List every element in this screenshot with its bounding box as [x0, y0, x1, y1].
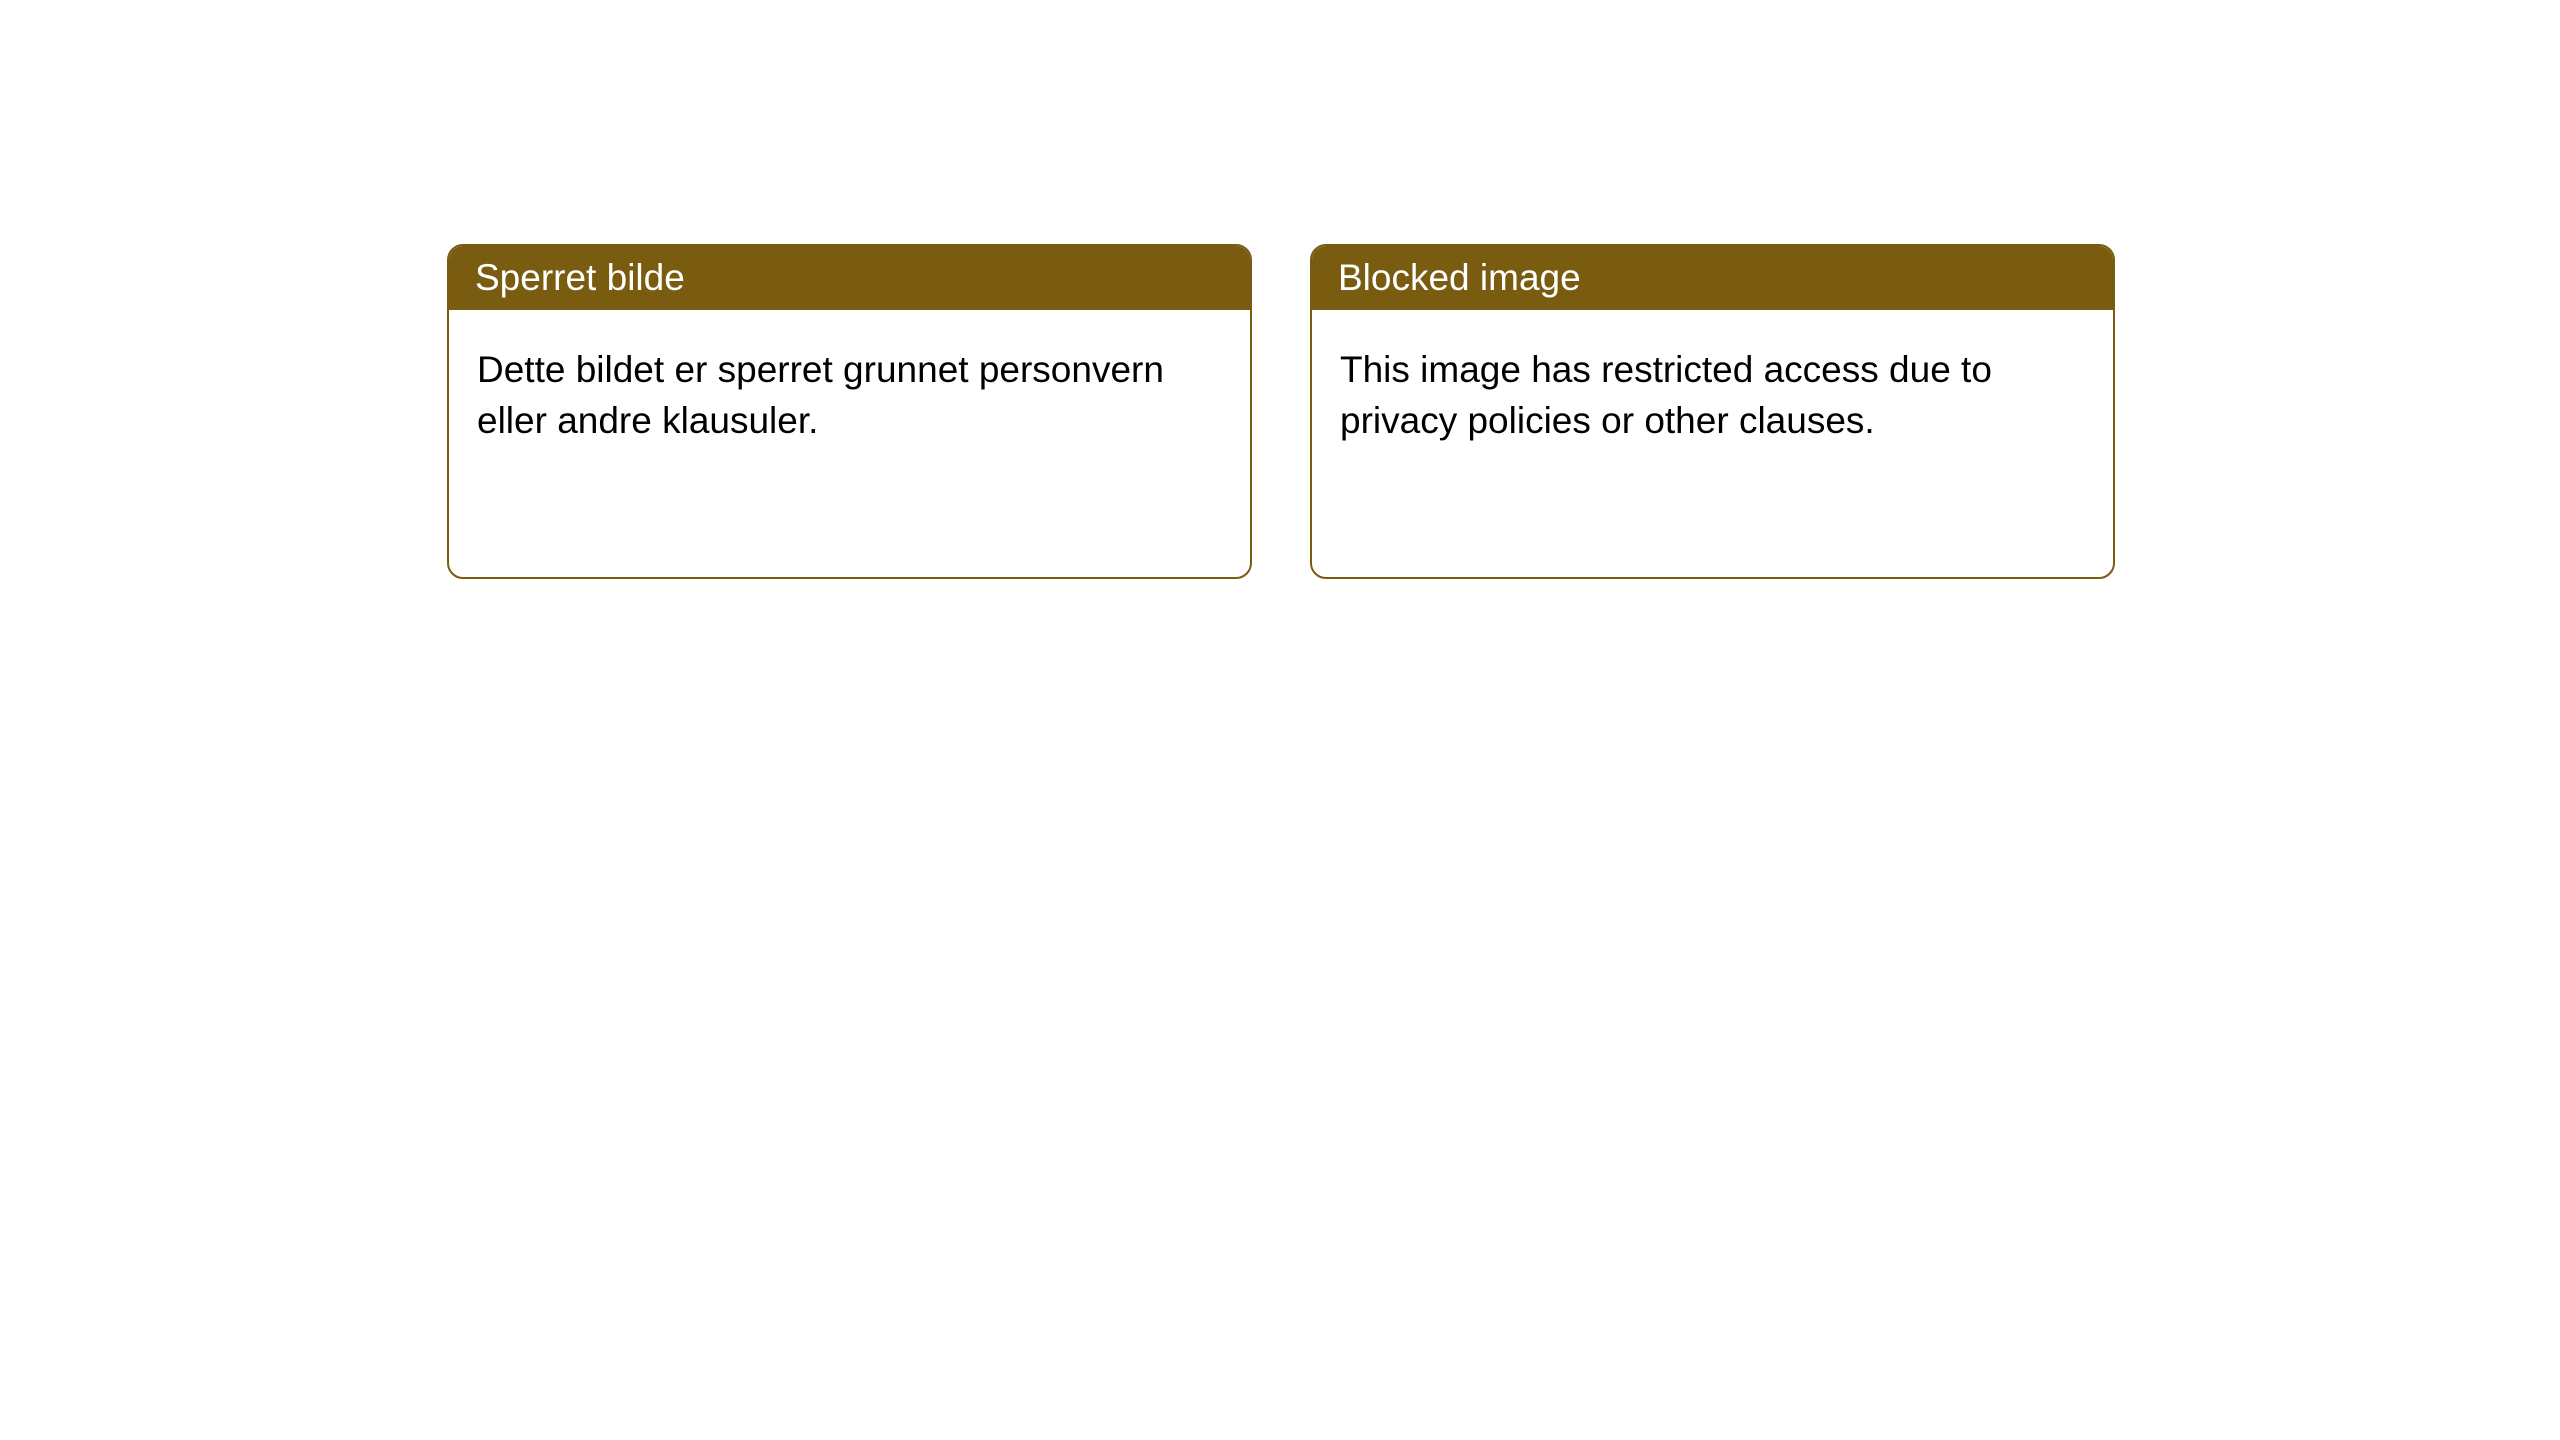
card-body-norwegian: Dette bildet er sperret grunnet personve…: [449, 310, 1250, 577]
card-title-norwegian: Sperret bilde: [475, 257, 685, 298]
card-header-norwegian: Sperret bilde: [449, 246, 1250, 310]
card-header-english: Blocked image: [1312, 246, 2113, 310]
notice-card-english: Blocked image This image has restricted …: [1310, 244, 2115, 579]
notice-card-norwegian: Sperret bilde Dette bildet er sperret gr…: [447, 244, 1252, 579]
card-title-english: Blocked image: [1338, 257, 1581, 298]
card-message-norwegian: Dette bildet er sperret grunnet personve…: [477, 349, 1164, 441]
card-message-english: This image has restricted access due to …: [1340, 349, 1992, 441]
notice-cards-container: Sperret bilde Dette bildet er sperret gr…: [447, 244, 2115, 579]
card-body-english: This image has restricted access due to …: [1312, 310, 2113, 577]
